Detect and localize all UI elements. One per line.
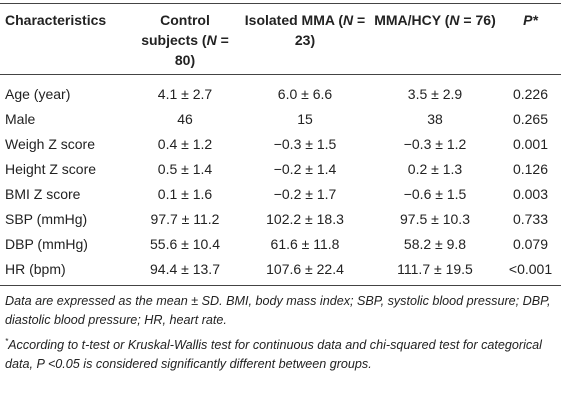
table-cell: 0.079 [512,236,549,252]
header-cell: MMA/HCY (N = 76) [370,3,500,75]
footnote: *According to t-test or Kruskal-Wallis t… [5,332,556,374]
table-cell: 58.2 ± 9.8 [403,236,467,252]
table-row: Male 46 15 38 0.265 [0,107,561,132]
header-cell: Isolated MMA (N = 23) [240,3,370,75]
table-cell: 15 [297,111,313,127]
table-cell: 97.7 ± 11.2 [150,211,220,227]
table-cell: Height Z score [5,161,97,177]
table-body: Age (year) 4.1 ± 2.7 6.0 ± 6.6 3.5 ± 2.9 0.2… [0,75,561,286]
data-table: Characteristics Control subjects (N = 80)… [0,3,561,286]
table-row: BMI Z score 0.1 ± 1.6 −0.2 ± 1.7 −0.6 ± 1.5… [0,182,561,207]
header-cell: P* [500,3,561,75]
table-cell: BMI Z score [5,186,81,202]
footnotes: Data are expressed as the mean ± SD. BMI… [0,286,561,374]
footnote-text: Data are expressed as the mean ± SD. BMI… [5,294,551,327]
table-cell: 0.265 [512,111,549,127]
table-row: SBP (mmHg) 97.7 ± 11.2 102.2 ± 18.3 97.5 ± … [0,207,561,232]
table-row: Height Z score 0.5 ± 1.4 −0.2 ± 1.4 0.2 ± 1… [0,157,561,182]
table-cell: Weigh Z score [5,136,95,152]
table-cell: HR (bpm) [0,257,130,286]
table-cell: −0.6 ± 1.5 [403,186,467,202]
table-cell: 0.5 ± 1.4 [157,161,213,177]
table-cell: DBP (mmHg) [5,236,88,252]
header-text: P* [523,12,538,28]
header-text: = 76) [459,12,496,28]
table-cell: 61.6 ± 11.8 [270,236,340,252]
table-cell: 38 [427,111,443,127]
table-cell: 0.733 [512,211,549,227]
table-cell: 94.4 ± 13.7 [130,257,240,286]
table-row: DBP (mmHg) 55.6 ± 10.4 61.6 ± 11.8 58.2 ± 9… [0,232,561,257]
table-cell: SBP (mmHg) [5,211,88,227]
header-cell: Control subjects (N = 80) [130,3,240,75]
header-text: N [343,12,354,28]
table-cell: 111.7 ± 19.5 [370,257,500,286]
page: Characteristics Control subjects (N = 80)… [0,3,561,408]
table-row: HR (bpm) 94.4 ± 13.7 107.6 ± 22.4 111.7 ± 1… [0,257,561,286]
header-text: N [449,12,460,28]
table-cell: 55.6 ± 10.4 [150,236,220,252]
table-cell: 0.4 ± 1.2 [157,136,213,152]
header-text: MMA/HCY ( [374,12,450,28]
table-cell: Age (year) [5,86,71,102]
table-cell: −0.3 ± 1.2 [403,136,467,152]
header-cell: Characteristics [0,3,130,75]
header-text: Characteristics [5,12,107,28]
table-cell: 3.5 ± 2.9 [407,86,463,102]
header-text: Control subjects ( [141,12,210,48]
table-cell: −0.2 ± 1.7 [273,186,337,202]
header-text: Isolated MMA ( [244,12,344,28]
header-text: = 23) [294,12,366,48]
footnote-text: According to t-test or Kruskal-Wallis te… [5,338,542,372]
table-cell: −0.3 ± 1.5 [273,136,337,152]
table-cell: 0.126 [512,161,549,177]
table-cell: −0.2 ± 1.4 [273,161,337,177]
header-text: = 80) [174,32,229,68]
table-row: Weigh Z score 0.4 ± 1.2 −0.3 ± 1.5 −0.3 ± 1… [0,132,561,157]
footnote: Data are expressed as the mean ± SD. BMI… [5,292,556,330]
table-cell: 102.2 ± 18.3 [266,211,344,227]
table-cell: 4.1 ± 2.7 [157,86,213,102]
table-row: Age (year) 4.1 ± 2.7 6.0 ± 6.6 3.5 ± 2.9 0.2… [0,75,561,108]
header-text: N [206,32,217,48]
header-row: Characteristics Control subjects (N = 80)… [0,3,561,75]
table-cell: 0.226 [512,86,549,102]
table-cell: 0.001 [512,136,549,152]
table-cell: 0.2 ± 1.3 [407,161,463,177]
table-cell: 0.1 ± 1.6 [157,186,213,202]
footnote-text: * [5,337,9,346]
table-cell: <0.001 [500,257,561,286]
table-cell: 46 [177,111,193,127]
table-cell: 97.5 ± 10.3 [400,211,470,227]
table-cell: 6.0 ± 6.6 [277,86,333,102]
table-cell: Male [5,111,36,127]
table-cell: 0.003 [512,186,549,202]
table-cell: 107.6 ± 22.4 [240,257,370,286]
